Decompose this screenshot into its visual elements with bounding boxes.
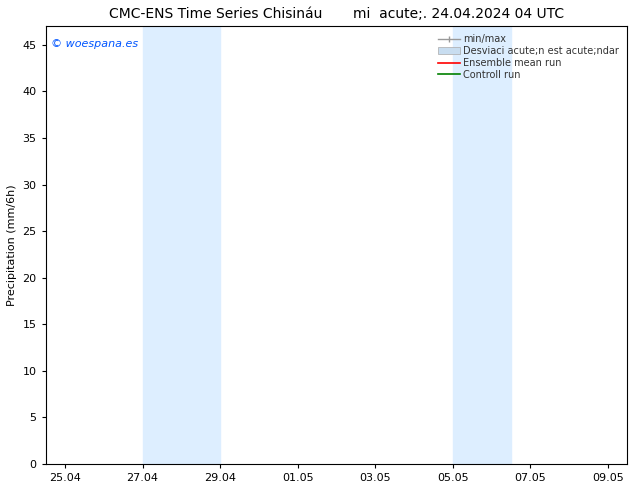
Text: © woespana.es: © woespana.es (51, 39, 139, 49)
Y-axis label: Precipitation (mm/6h): Precipitation (mm/6h) (7, 184, 17, 306)
Bar (143, 26, 220, 464)
Legend: min/max, Desviaci acute;n est acute;ndar, Ensemble mean run, Controll run: min/max, Desviaci acute;n est acute;ndar… (435, 31, 622, 83)
Title: CMC-ENS Time Series Chisináu       mi  acute;. 24.04.2024 04 UTC: CMC-ENS Time Series Chisináu mi acute;. … (109, 7, 564, 21)
Bar (453, 26, 511, 464)
